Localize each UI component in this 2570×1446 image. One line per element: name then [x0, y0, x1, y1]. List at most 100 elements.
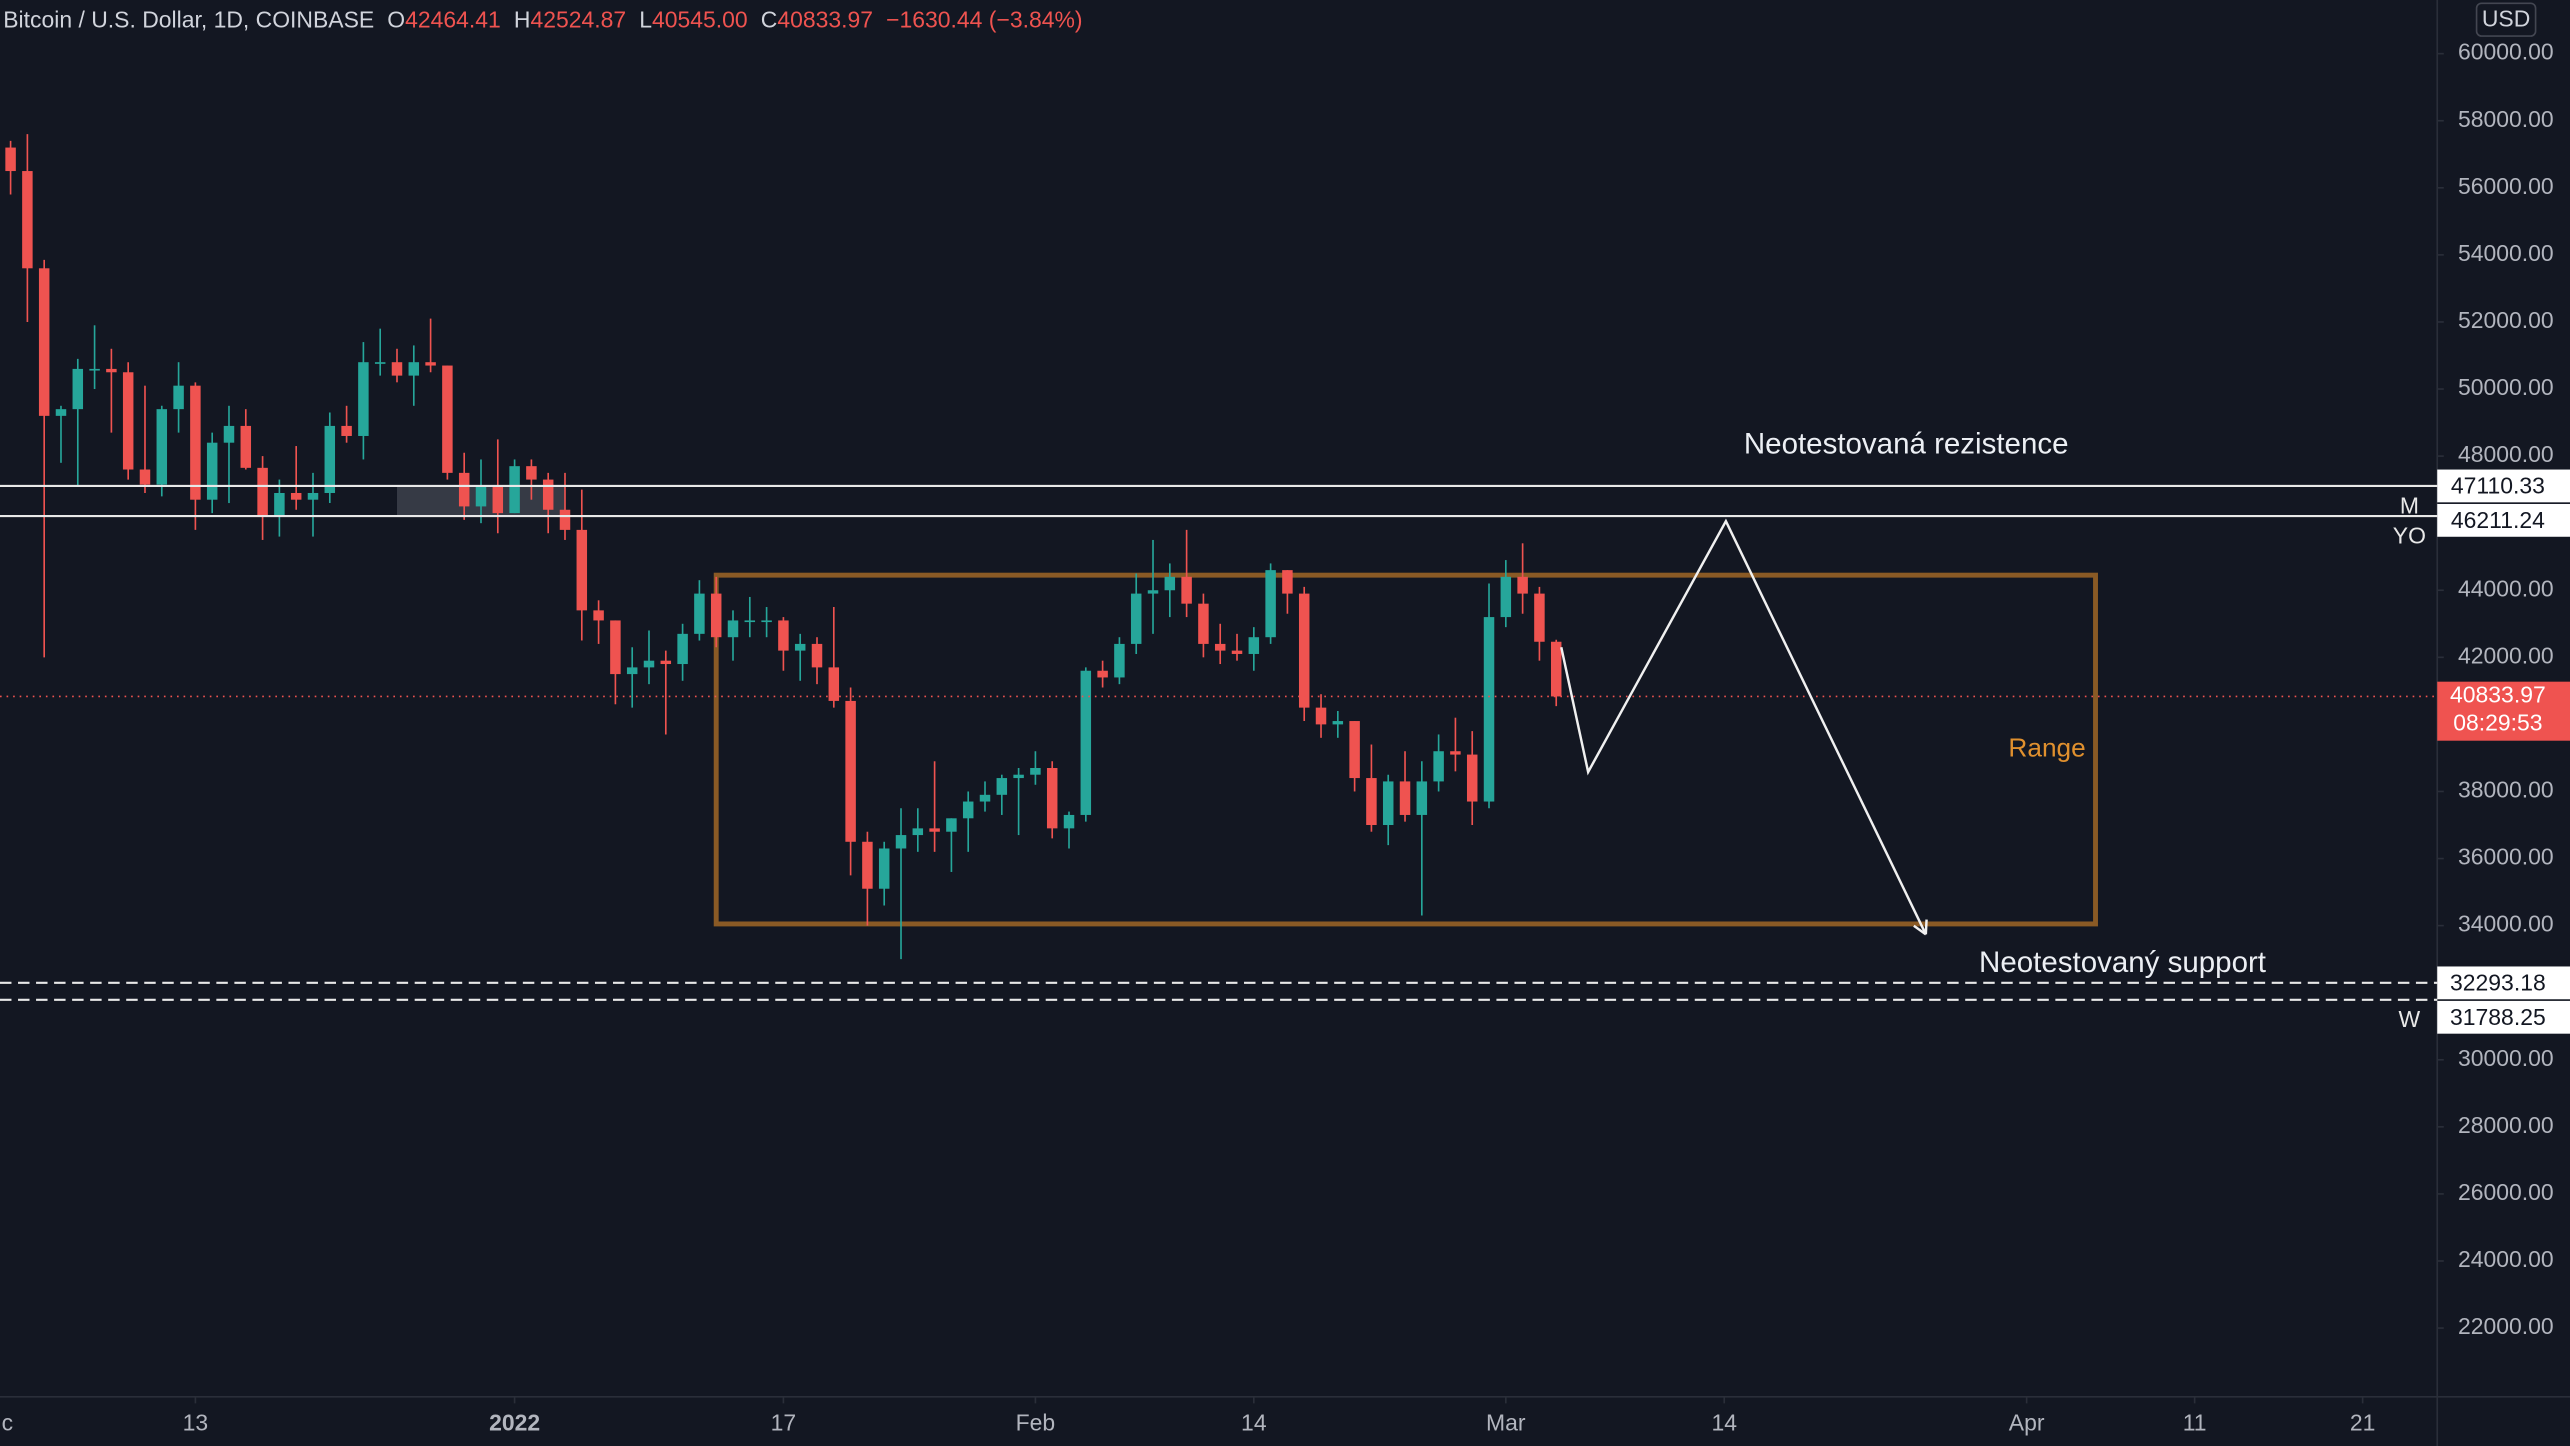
x-tick-label: 2022: [489, 1410, 540, 1436]
candle-body: [223, 425, 235, 443]
candle-body: [946, 818, 957, 832]
ohlc-value: 40833.97: [777, 6, 873, 32]
candle-body: [1534, 593, 1545, 642]
candle-body: [139, 469, 151, 485]
candle-body: [710, 593, 722, 638]
candle-body: [425, 362, 436, 366]
y-tick-label: 30000.00: [2458, 1045, 2554, 1071]
candle-body: [156, 409, 168, 485]
current-price-label: 40833.97: [2450, 681, 2546, 707]
x-tick-label: 13: [183, 1410, 209, 1436]
candle-body: [1416, 781, 1428, 815]
candle-body: [240, 425, 252, 468]
y-tick-label: 44000.00: [2458, 575, 2554, 601]
candle-body: [996, 778, 1008, 795]
candle-body: [38, 268, 50, 416]
candle-body: [677, 633, 688, 665]
x-tick-label: c: [2, 1410, 13, 1436]
y-tick-label: 56000.00: [2458, 173, 2554, 199]
candle-body: [190, 385, 201, 500]
candle-body: [358, 362, 369, 436]
candle-body: [643, 660, 655, 668]
level-label: 31788.25: [2450, 1004, 2546, 1030]
candle-body: [1013, 774, 1024, 779]
candle-body: [962, 801, 974, 819]
candle-body: [744, 620, 756, 623]
x-tick-label: 14: [1711, 1410, 1737, 1436]
y-tick-label: 24000.00: [2458, 1246, 2554, 1272]
candle-body: [1063, 814, 1075, 829]
candle-body: [1298, 593, 1310, 708]
candle-body: [173, 385, 184, 410]
candle-body: [89, 368, 100, 371]
candle-body: [929, 828, 940, 832]
candle-body: [122, 372, 134, 470]
currency-box[interactable]: [2475, 2, 2537, 37]
range-label: Range: [2008, 732, 2085, 762]
candle-body: [324, 425, 336, 493]
candle-body: [526, 466, 537, 480]
ohlc-key: O: [387, 6, 405, 32]
candle-body: [458, 472, 470, 507]
ohlc-value: 42464.41: [405, 6, 501, 32]
candle-body: [1500, 576, 1512, 618]
y-tick-label: 34000.00: [2458, 911, 2554, 937]
candle-body: [912, 828, 924, 836]
candle-body: [1130, 593, 1142, 644]
legend-header: Bitcoin / U.S. Dollar, 1D, COINBASE O4246…: [3, 6, 1082, 32]
candle-body: [22, 171, 33, 269]
candle-body: [1046, 767, 1058, 829]
ohlc-key: H: [514, 6, 531, 32]
candle-body: [559, 509, 571, 530]
candle-body: [391, 362, 403, 376]
candle-body: [1181, 576, 1192, 604]
level-label: 46211.24: [2451, 507, 2545, 533]
candle-body: [1080, 670, 1092, 815]
candle-body: [1450, 751, 1461, 755]
candle-body: [1382, 781, 1394, 826]
support-annotation: Neotestovaný support: [1979, 946, 2266, 979]
candle-body: [1030, 767, 1041, 775]
level-label: 32293.18: [2450, 970, 2546, 996]
level-label-box: [2437, 469, 2570, 503]
candle-body: [307, 492, 319, 500]
level-label: 47110.33: [2451, 473, 2545, 499]
y-tick-label: 36000.00: [2458, 844, 2554, 870]
candle-body: [290, 492, 302, 500]
projection-arrowhead: [1924, 919, 1928, 935]
candle-body: [1147, 590, 1159, 594]
x-tick-label: 11: [2183, 1410, 2207, 1436]
candle-body: [811, 643, 823, 668]
candle-body: [778, 620, 789, 651]
x-tick-label: 21: [2350, 1410, 2376, 1436]
currency: USD: [2482, 6, 2530, 32]
candle-body: [660, 660, 672, 665]
candle-body: [727, 620, 739, 638]
y-tick-label: 28000.00: [2458, 1112, 2554, 1138]
symbol-title: Bitcoin / U.S. Dollar, 1D, COINBASE: [3, 6, 374, 32]
y-tick-label: 60000.00: [2458, 39, 2554, 65]
y-tick-label: 58000.00: [2458, 106, 2554, 132]
candle-body: [1399, 781, 1411, 815]
y-tick-label: 26000.00: [2458, 1179, 2554, 1205]
projection-arrowhead: [1913, 924, 1927, 936]
level-marker: W: [2399, 1006, 2421, 1032]
candle-body: [1231, 650, 1243, 654]
ohlc-value: 40545.00: [652, 6, 748, 32]
ohlc-value: 42524.87: [530, 6, 626, 32]
y-tick-label: 38000.00: [2458, 777, 2554, 803]
candle-body: [1214, 643, 1226, 651]
candle-body: [979, 794, 991, 802]
candle-body: [1198, 603, 1209, 644]
x-tick-label: 14: [1241, 1410, 1267, 1436]
y-tick-label: 54000.00: [2458, 240, 2554, 266]
candle-body: [878, 848, 890, 889]
range-box: [713, 572, 2098, 927]
y-tick-label: 42000.00: [2458, 642, 2554, 668]
ohlc-key: C: [761, 6, 778, 32]
candle-body: [475, 486, 487, 507]
candle-body: [610, 620, 621, 675]
level-label-box: [2437, 966, 2570, 1000]
plot-area: Range: [5, 134, 2098, 960]
